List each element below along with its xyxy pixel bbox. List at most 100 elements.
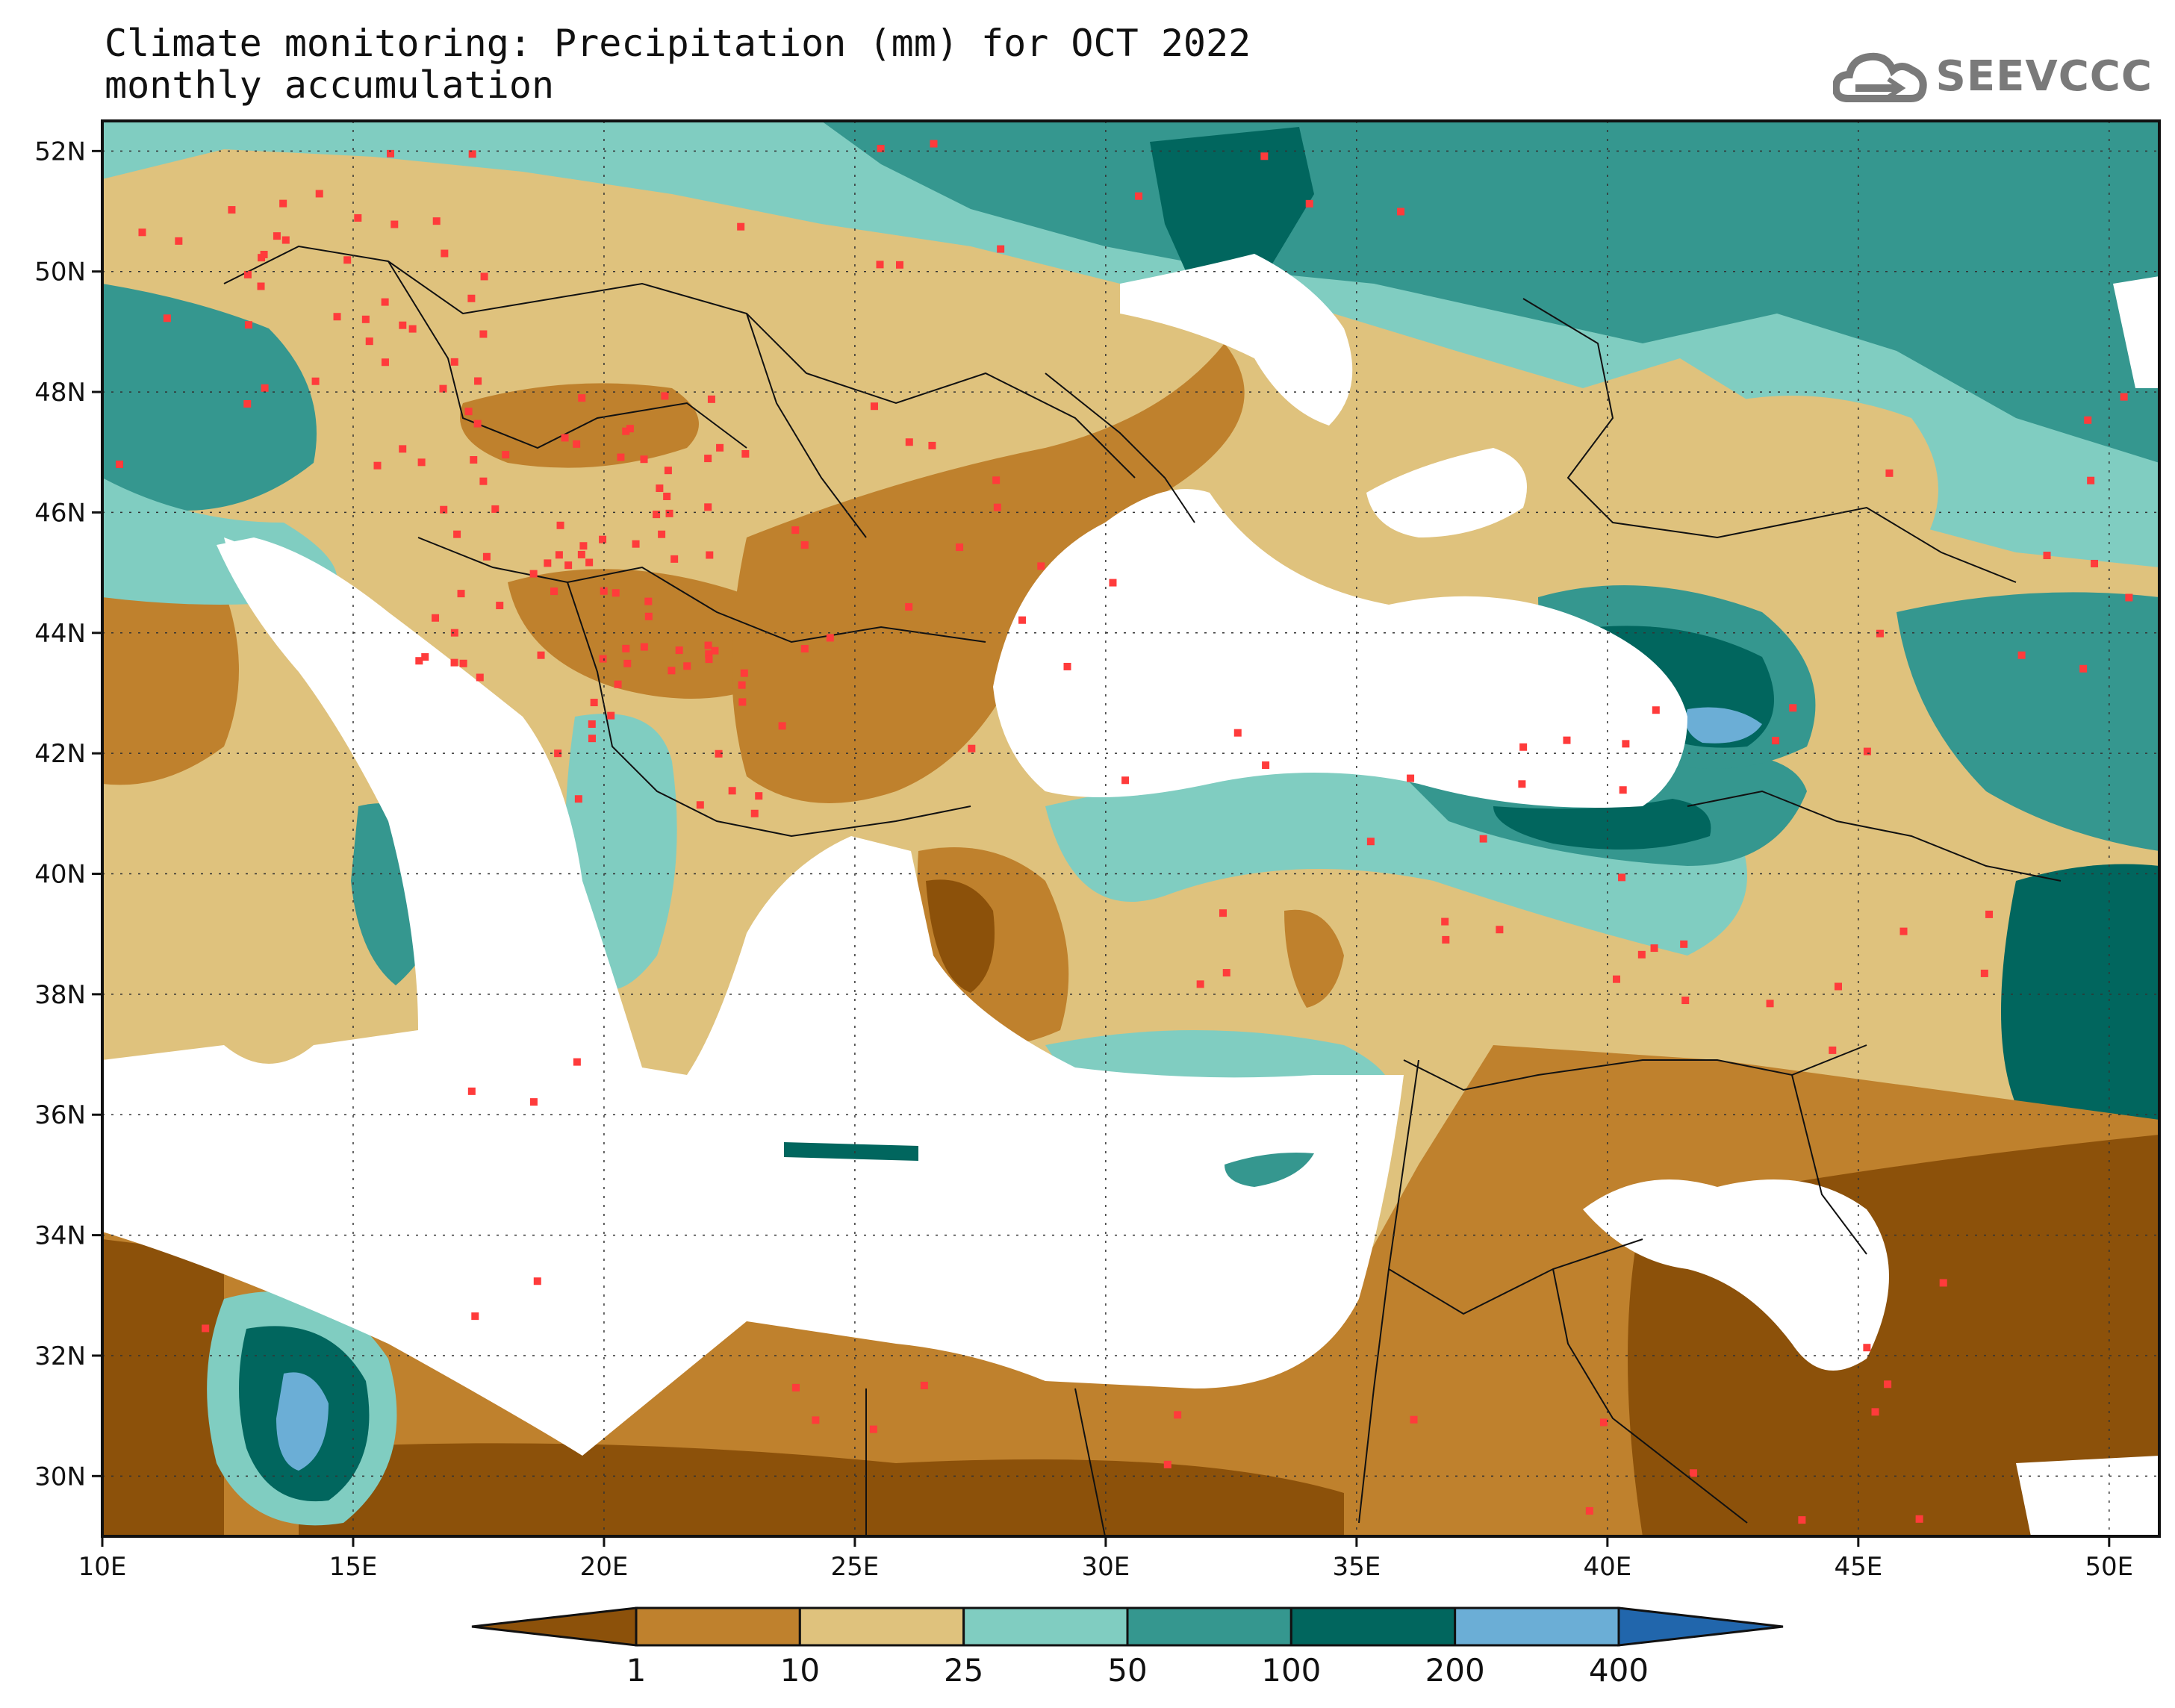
station-marker [1619,786,1627,794]
black-sea [993,489,1687,808]
field-central-anatolia-dry [1284,909,1344,1008]
station-marker [1884,1380,1892,1388]
station-marker [1680,940,1688,948]
precipitation-map [102,121,2159,1536]
station-marker [417,458,426,467]
station-marker [257,282,265,290]
field-italy-dry [102,590,239,785]
lat-tick-label: 44N [34,619,86,649]
station-marker [2079,664,2088,673]
colorbar-arrow-high [1617,1606,1784,1647]
station-marker [1637,950,1646,959]
station-marker [482,552,491,561]
station-marker [1262,761,1270,770]
colorbar-label: 1 [626,1652,647,1689]
station-marker [1863,1344,1871,1352]
station-marker [2125,593,2133,602]
station-marker [1479,835,1487,843]
station-marker [2091,559,2099,567]
station-marker [614,680,622,688]
station-marker [600,587,608,595]
colorbar-segment [1126,1606,1292,1647]
lon-tick-label: 45E [1834,1552,1882,1582]
station-marker [1829,1046,1837,1054]
title-block: Climate monitoring: Precipitation (mm) f… [105,22,1251,106]
station-marker [390,220,399,228]
station-marker [116,460,124,468]
station-marker [670,555,679,563]
station-marker [599,655,607,663]
station-marker [333,313,341,321]
station-marker [311,377,320,385]
station-marker [544,559,552,567]
station-marker [279,199,287,208]
station-marker [1366,838,1375,846]
station-marker [778,722,786,730]
station-marker [1407,774,1415,782]
station-marker [1766,1000,1774,1008]
station-marker [1442,935,1450,944]
station-marker [622,427,630,435]
azov-sea [1366,448,1527,537]
station-marker [658,530,666,538]
lat-tick-label: 40N [34,860,86,890]
station-marker [1915,1515,1923,1523]
station-marker [905,438,913,446]
station-marker [163,314,171,322]
colorbar-label: 50 [1107,1652,1147,1689]
field-north-darkteal [821,121,2159,463]
station-marker [470,456,478,464]
station-marker [896,261,904,269]
station-marker [1222,969,1230,977]
station-marker [791,1383,800,1391]
syria-nodata [1583,1179,1889,1371]
station-marker [555,551,563,559]
station-marker [281,236,290,244]
station-marker [261,384,269,392]
station-marker [1834,982,1842,991]
station-marker [997,245,1005,253]
adriatic-sea [224,537,498,881]
station-marker [992,476,1001,484]
station-marker [533,1277,541,1285]
station-marker [373,461,382,470]
station-marker [1863,747,1871,755]
station-marker [1618,873,1626,882]
station-marker [707,395,715,403]
station-marker [877,144,885,152]
station-marker [381,298,389,306]
station-marker [1196,980,1204,988]
station-marker [632,540,640,548]
station-marker [1518,780,1526,788]
field-caspian-teal [1896,592,2159,851]
station-marker [920,1381,928,1389]
east-nodata [2113,276,2159,388]
station-marker [243,270,252,278]
station-marker [474,377,482,385]
lon-tick-label: 30E [1082,1552,1130,1582]
station-marker [706,551,714,559]
colorbar-label: 25 [944,1652,983,1689]
station-marker [1585,1506,1593,1515]
lat-tick-label: 32N [34,1341,86,1371]
station-marker [728,787,736,795]
station-marker [696,801,704,809]
station-marker [459,659,467,667]
station-marker [450,358,458,366]
station-marker [716,443,724,452]
station-marker [175,237,183,245]
station-marker [956,543,964,552]
station-marker [644,612,653,620]
station-marker [585,558,594,567]
map-frame [101,119,2161,1538]
station-marker [243,399,252,408]
station-marker [928,441,936,449]
station-marker [705,655,713,664]
lon-tick-label: 10E [78,1552,127,1582]
colorbar-segment [798,1606,965,1647]
station-marker [579,542,588,550]
station-marker [399,445,407,453]
seevccc-logo: SEEVCCC [1832,46,2153,106]
station-marker [354,214,362,222]
station-marker [1121,776,1130,785]
